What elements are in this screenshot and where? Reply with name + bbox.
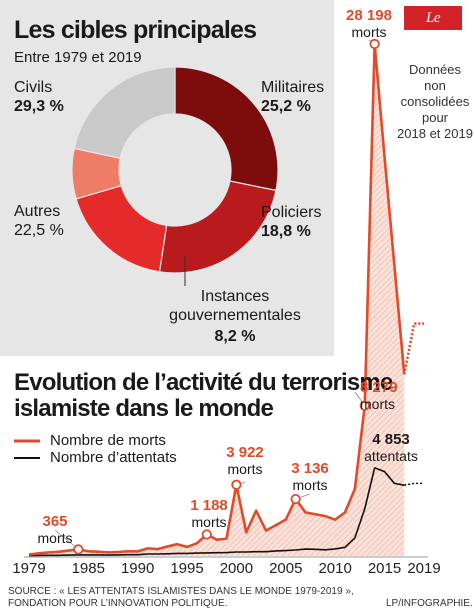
pie-pct-civils: 29,3 % — [14, 98, 64, 115]
pie-label-policiers: Policiers — [261, 204, 322, 221]
note-line: 2018 et 2019 — [397, 126, 473, 141]
pie-pct-militaires: 25,2 % — [261, 98, 311, 115]
x-tick-label: 2005 — [269, 560, 303, 577]
annotation-value: 3 136 — [291, 460, 329, 477]
note-line: pour — [421, 110, 449, 125]
legend-attacks-label: Nombre d’attentats — [50, 449, 177, 466]
annotation-value: 3 922 — [226, 444, 264, 461]
x-tick-label: 1979 — [12, 560, 46, 577]
annotation-2000: 3 922 morts — [218, 444, 272, 478]
note-line: non — [424, 78, 446, 93]
line-title: Evolution de l’activité du terrorisme is… — [14, 370, 393, 422]
data-note: Données non consolidées pour 2018 et 201… — [395, 62, 474, 142]
pie-subtitle: Entre 1979 et 2019 — [14, 49, 142, 66]
le-parisien-logo: Le Parisien — [404, 6, 462, 50]
pie-slice-1 — [158, 180, 277, 274]
annotation-marker-2013 — [359, 400, 370, 411]
line-title-row: islamiste dans le monde — [14, 395, 274, 422]
pie-panel-background — [0, 0, 334, 356]
annotation-marker-1984 — [73, 544, 84, 555]
annotation-marker-2006 — [290, 493, 301, 505]
annotation-unit: morts — [227, 461, 263, 477]
pie-label-militaires: Militaires — [261, 79, 325, 96]
pie-title: Les cibles principales — [14, 16, 257, 44]
annotation-value: 4 853 — [372, 431, 410, 448]
annotation-unit: morts — [351, 24, 387, 40]
source-text: SOURCE : « LES ATTENTATS ISLAMISTES DANS… — [8, 586, 354, 610]
deaths-area — [29, 44, 405, 556]
pie-pct-instances: 8,2 % — [214, 328, 256, 345]
x-tick-label: 1990 — [120, 560, 155, 577]
annotation-unit: morts — [292, 477, 328, 493]
line-title-row: Evolution de l’activité du terrorisme — [14, 369, 393, 396]
annotation-2013: 8 279 morts — [360, 379, 420, 413]
x-tick-label: 2015 — [367, 560, 402, 577]
note-line: Données — [408, 62, 462, 77]
annotation-2014-attacks: 4 853 attentats — [358, 431, 424, 465]
legend-deaths-label: Nombre de morts — [50, 432, 166, 449]
attacks-line — [28, 467, 405, 557]
annotation-marker-2014 — [369, 38, 380, 50]
annotation-2006: 3 136 morts — [283, 460, 337, 494]
deaths-line-provisional — [402, 322, 424, 375]
line-chart — [24, 38, 428, 558]
pie-pct-policiers: 18,8 % — [261, 223, 311, 240]
annotation-marker-1997 — [201, 529, 212, 540]
annotation-unit: morts — [37, 530, 73, 546]
annotation-unit: attentats — [364, 448, 418, 464]
x-tick-label: 2000 — [219, 560, 254, 577]
x-tick-label: 2019 — [407, 560, 441, 577]
pie-slice-2 — [75, 184, 168, 273]
source-line: SOURCE : « LES ATTENTATS ISLAMISTES DANS… — [8, 586, 354, 597]
pie-label-civils: Civils — [14, 79, 53, 96]
pie-pct-autres: 22,5 % — [14, 222, 64, 239]
pie-slice-0 — [174, 66, 279, 192]
annotation-marker-2000 — [231, 479, 242, 490]
x-tick-label: 1995 — [170, 560, 204, 577]
credit-text: LP/INFOGRAPHIE. — [386, 598, 473, 609]
annotation-unit: morts — [191, 514, 227, 530]
note-line: consolidées — [400, 94, 470, 109]
source-line: FONDATION POUR L’INNOVATION POLITIQUE. — [8, 598, 228, 609]
annotation-value: 365 — [42, 513, 68, 530]
deaths-line — [28, 42, 406, 556]
x-tick-label: 1985 — [71, 560, 105, 577]
annotation-value: 8 279 — [360, 379, 398, 396]
x-tick-label: 2010 — [318, 560, 352, 577]
annotation-value: 28 198 — [346, 7, 392, 24]
pie-slice-4 — [73, 66, 176, 159]
annotation-1984: 365 morts — [28, 513, 82, 547]
pie-label-autres: Autres — [14, 203, 61, 220]
annotation-2014-peak: 28 198 morts — [337, 7, 401, 41]
annotation-value: 1 188 — [190, 497, 228, 514]
attacks-line-provisional — [404, 482, 424, 486]
annotation-1997: 1 188 morts — [182, 497, 236, 531]
annotation-unit: morts — [360, 396, 395, 412]
pie-chart — [71, 66, 279, 286]
pie-label-instances: Instances gouvernementales — [169, 288, 301, 324]
